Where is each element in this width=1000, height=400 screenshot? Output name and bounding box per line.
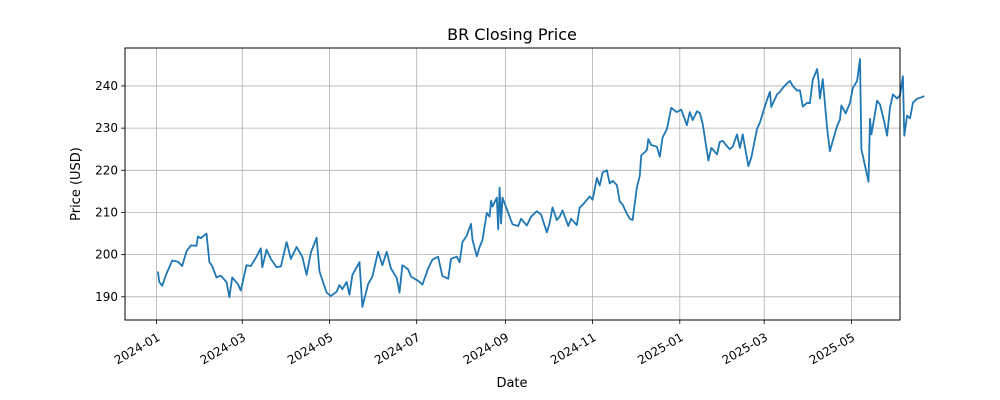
y-tick-label: 200 — [95, 248, 118, 262]
y-tick-label: 240 — [95, 79, 118, 93]
price-line — [157, 58, 925, 308]
y-axis-label: Price (USD) — [69, 147, 84, 221]
y-tick-label: 230 — [95, 121, 118, 135]
x-axis-label: Date — [496, 376, 527, 391]
y-tick-label: 220 — [95, 163, 118, 177]
y-tick-label: 210 — [95, 205, 118, 219]
y-tick-label: 190 — [95, 290, 118, 304]
y-axis: 190 200 210 220 230 240 — [95, 79, 125, 304]
series-layer — [157, 58, 925, 308]
plot-frame — [124, 47, 901, 321]
chart-title: BR Closing Price — [447, 25, 577, 44]
